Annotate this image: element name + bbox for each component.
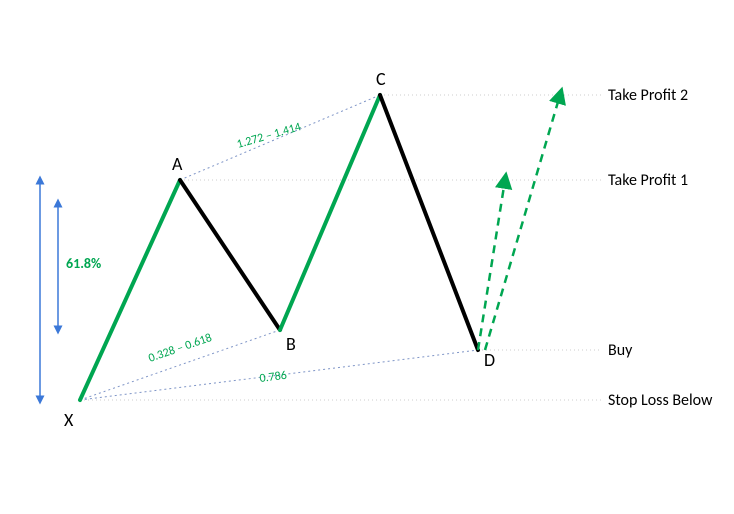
level-label: Take Profit 2 (608, 86, 688, 105)
projection-arrow (478, 180, 505, 350)
projection-arrow (485, 95, 560, 350)
level-label: Take Profit 1 (608, 171, 688, 190)
point-label: C (376, 68, 386, 90)
point-label: B (286, 333, 296, 355)
ratio-label: 0.786 (259, 369, 288, 386)
projection-dashed (478, 95, 560, 350)
pattern-leg (380, 95, 478, 350)
level-labels: Take Profit 2 Take Profit 1 Buy Stop Loss B… (608, 86, 713, 410)
fib-dotted-lines (80, 95, 478, 400)
level-label: Buy (608, 341, 633, 360)
point-label: A (172, 153, 183, 175)
ratio-labels: 1.272 – 1.414 0.328 – 0.618 0.786 (147, 120, 303, 386)
ratio-label: 1.272 – 1.414 (235, 120, 302, 152)
point-label: D (484, 349, 495, 371)
point-label: X (64, 409, 74, 431)
pattern-leg (80, 180, 180, 400)
pattern-leg (180, 180, 280, 330)
ratio-label: 0.328 – 0.618 (147, 331, 214, 366)
abcd-pattern-diagram: 61.8% 1.272 – 1.414 0.328 – 0.618 0.786 X A… (0, 0, 734, 514)
level-label: Stop Loss Below (608, 391, 713, 410)
retracement-pct: 61.8% (66, 255, 101, 272)
pattern-legs (80, 95, 478, 400)
retracement-arrow: 61.8% (40, 180, 101, 400)
